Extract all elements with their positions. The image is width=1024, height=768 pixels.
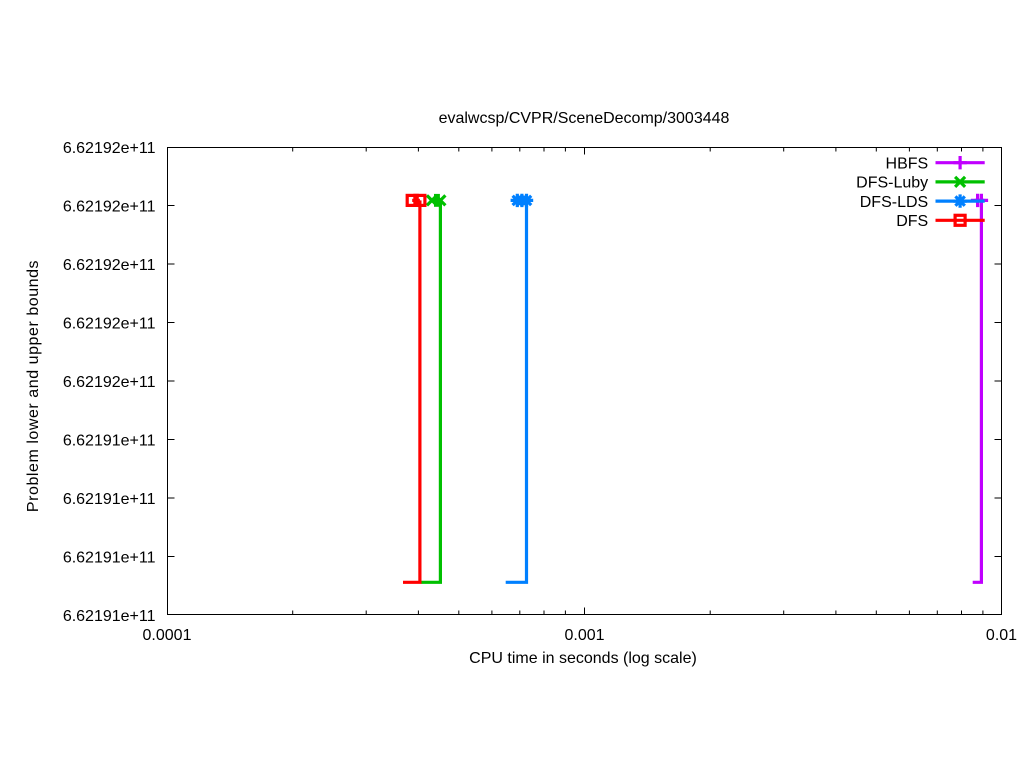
svg-text:DFS-LDS: DFS-LDS: [860, 194, 928, 211]
svg-text:HBFS: HBFS: [886, 155, 929, 172]
svg-text:evalwcsp/CVPR/SceneDecomp/3003: evalwcsp/CVPR/SceneDecomp/3003448: [439, 110, 730, 127]
svg-text:CPU time in seconds (log scale: CPU time in seconds (log scale): [469, 650, 697, 667]
svg-text:6.62191e+11: 6.62191e+11: [63, 608, 156, 625]
svg-text:6.62192e+11: 6.62192e+11: [63, 315, 156, 332]
svg-text:0.001: 0.001: [564, 627, 604, 644]
svg-text:6.62192e+11: 6.62192e+11: [63, 374, 156, 391]
svg-text:6.62192e+11: 6.62192e+11: [63, 140, 156, 157]
svg-text:6.62192e+11: 6.62192e+11: [63, 198, 156, 215]
svg-text:0.01: 0.01: [986, 627, 1017, 644]
svg-text:6.62191e+11: 6.62191e+11: [63, 432, 156, 449]
svg-text:Problem lower and upper bounds: Problem lower and upper bounds: [25, 260, 42, 512]
svg-text:0.0001: 0.0001: [143, 627, 192, 644]
svg-text:6.62191e+11: 6.62191e+11: [63, 491, 156, 508]
svg-text:6.62191e+11: 6.62191e+11: [63, 549, 156, 566]
svg-text:6.62192e+11: 6.62192e+11: [63, 257, 156, 274]
svg-text:DFS: DFS: [896, 213, 928, 230]
svg-text:DFS-Luby: DFS-Luby: [856, 175, 928, 192]
